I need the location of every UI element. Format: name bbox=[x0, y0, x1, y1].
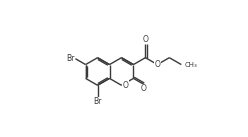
Text: O: O bbox=[155, 60, 160, 69]
Text: Br: Br bbox=[93, 97, 102, 106]
Text: O: O bbox=[142, 35, 148, 44]
Text: CH₃: CH₃ bbox=[185, 62, 197, 68]
Text: Br: Br bbox=[66, 54, 74, 63]
Text: O: O bbox=[123, 81, 129, 90]
Text: O: O bbox=[141, 84, 147, 93]
